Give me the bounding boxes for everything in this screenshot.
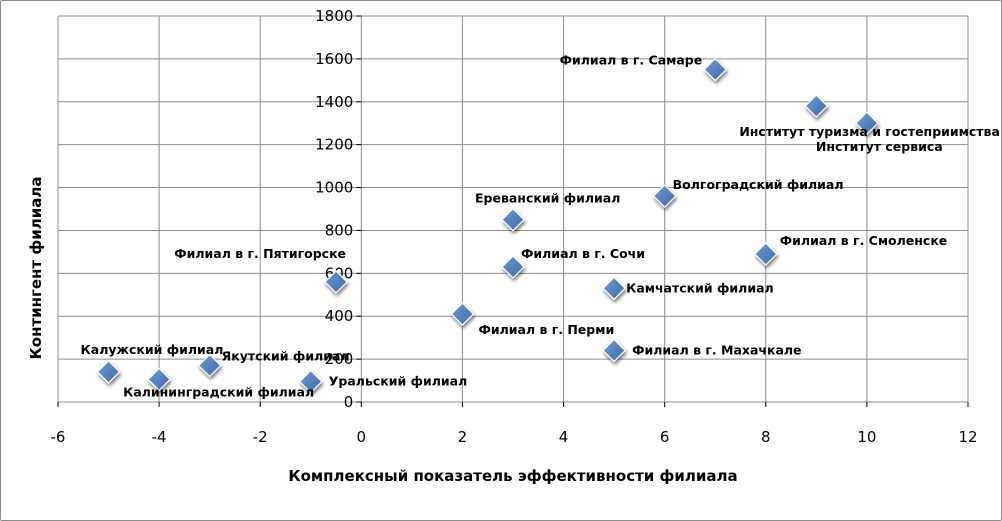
data-point-label: Камчатский филиал	[626, 280, 774, 295]
data-point-marker	[197, 353, 222, 378]
y-tick-label: 1200	[315, 136, 353, 154]
data-point-label: Филиал в г. Перми	[478, 322, 614, 337]
data-point-label: Калужский филиал	[81, 342, 224, 357]
x-tick-label: -4	[152, 428, 167, 446]
data-point-marker	[147, 367, 171, 392]
data-point-label: Филиал в г. Пятигорске	[174, 246, 346, 261]
data-point-label: Филиал в г. Самаре	[560, 53, 703, 68]
y-tick-label: 400	[325, 307, 354, 325]
data-point-label: Якутский филиал	[222, 349, 350, 364]
data-point-label: Филиал в г. Махачкале	[632, 343, 801, 358]
data-point-marker	[855, 111, 879, 136]
x-tick-label: -2	[253, 428, 268, 446]
data-points	[96, 57, 879, 394]
y-tick-label: 1800	[315, 7, 353, 25]
y-tick-label: 1000	[315, 179, 353, 197]
data-point-marker	[450, 302, 475, 326]
data-point-marker	[501, 255, 525, 279]
data-point-marker	[602, 276, 626, 301]
data-point-marker	[804, 94, 829, 118]
data-point-label: Институт туризма и гостеприимства	[739, 124, 1000, 139]
data-point-marker	[602, 338, 626, 363]
x-tick-label: 2	[458, 428, 468, 446]
data-point-label: Филиал в г. Смоленске	[780, 233, 948, 248]
data-point-label: Филиал в г. Сочи	[521, 246, 645, 261]
data-point-label: Ереванский филиал	[475, 191, 620, 206]
data-point-marker	[324, 270, 348, 294]
y-tick-label: 1400	[315, 93, 353, 111]
y-tick-label: 200	[325, 350, 354, 368]
x-tick-label: 8	[761, 428, 771, 446]
point-labels: Филиал в г. Самаре Институт туризма и гос…	[81, 53, 1000, 400]
data-point-label: Волгоградский филиал	[673, 177, 844, 192]
data-point-label: Калининградский филиал	[123, 384, 314, 399]
y-axis-label: Контингент филиала	[27, 177, 45, 360]
x-tick-label: -6	[51, 428, 66, 446]
gridlines	[57, 15, 969, 403]
data-point-marker	[298, 369, 323, 394]
data-point-marker	[753, 242, 778, 266]
x-tick-label: 10	[857, 428, 876, 446]
x-axis-label: Комплексный показатель эффективности фил…	[288, 467, 737, 485]
data-point-marker	[652, 184, 677, 208]
y-tick-label: 0	[344, 393, 354, 411]
x-tick-label: 4	[559, 428, 569, 446]
y-tick-label: 800	[325, 221, 354, 239]
data-point-marker	[96, 360, 121, 384]
axes	[57, 11, 973, 407]
x-tick-label: 6	[660, 428, 670, 446]
data-point-marker	[501, 207, 525, 232]
x-tick-label: 0	[357, 428, 367, 446]
x-tick-label: 12	[958, 428, 977, 446]
y-tick-label: 1600	[315, 50, 353, 68]
data-point-marker	[703, 57, 728, 82]
data-point-label: Уральский филиал	[329, 374, 468, 389]
data-point-label: Институт сервиса	[816, 139, 943, 154]
